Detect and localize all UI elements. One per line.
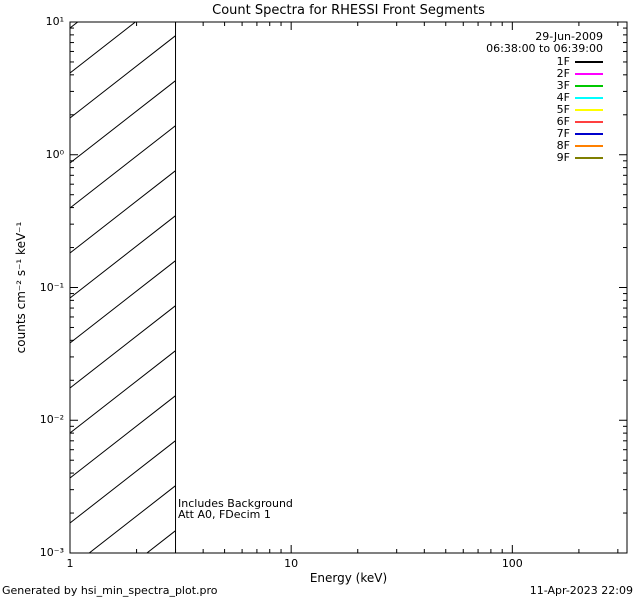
x-axis-label: Energy (keV)	[309, 571, 388, 585]
legend-color-line	[575, 85, 603, 87]
legend-color-line	[575, 97, 603, 99]
x-tick-label: 10	[284, 557, 299, 570]
legend-entry: 4F	[440, 92, 603, 104]
legend-color-line	[575, 73, 603, 75]
legend-entry-label: 3F	[556, 79, 570, 92]
legend-entry-label: 6F	[556, 115, 570, 128]
annotation-includes-background: Includes Background	[178, 497, 293, 510]
x-tick-label: 100	[501, 557, 523, 570]
legend-entry: 3F	[440, 80, 603, 92]
legend-color-line	[575, 145, 603, 147]
legend-entry: 5F	[440, 104, 603, 116]
legend-entry-label: 5F	[556, 103, 570, 116]
y-tick-label: 10⁻¹	[39, 280, 64, 294]
legend-entry-label: 8F	[556, 139, 570, 152]
annotation-attenuator-state: Att A0, FDecim 1	[178, 508, 271, 521]
legend-entry-label: 7F	[556, 127, 570, 140]
x-tick-label: 1	[66, 557, 74, 570]
legend-date: 29-Jun-2009	[535, 30, 603, 43]
y-axis-label: counts cm⁻² s⁻¹ keV⁻¹	[14, 221, 28, 354]
legend-entry-label: 4F	[556, 91, 570, 104]
legend-color-line	[575, 121, 603, 123]
legend-color-line	[575, 157, 603, 159]
footer-timestamp: 11-Apr-2023 22:09	[529, 584, 633, 597]
legend-color-line	[575, 109, 603, 111]
legend-entry-label: 1F	[556, 55, 570, 68]
y-tick-label: 10¹	[45, 15, 64, 28]
y-tick-label: 10⁰	[45, 147, 64, 161]
legend-entry-label: 9F	[556, 151, 570, 164]
legend-entry: 2F	[440, 68, 603, 80]
hatch-region	[70, 22, 176, 553]
legend-entry-label: 2F	[556, 67, 570, 80]
legend-entry: 9F	[440, 152, 603, 164]
y-tick-label: 10⁻³	[39, 546, 64, 559]
legend-entry: 1F	[440, 56, 603, 68]
y-tick-label: 10⁻²	[39, 413, 64, 427]
legend-time-range: 06:38:00 to 06:39:00	[486, 42, 603, 55]
legend-entry: 8F	[440, 140, 603, 152]
legend-color-line	[575, 133, 603, 135]
legend-color-line	[575, 61, 603, 63]
footer-generated-by: Generated by hsi_min_spectra_plot.pro	[2, 584, 218, 597]
plot-title: Count Spectra for RHESSI Front Segments	[212, 3, 485, 18]
legend-entry: 7F	[440, 128, 603, 140]
legend-entry: 6F	[440, 116, 603, 128]
